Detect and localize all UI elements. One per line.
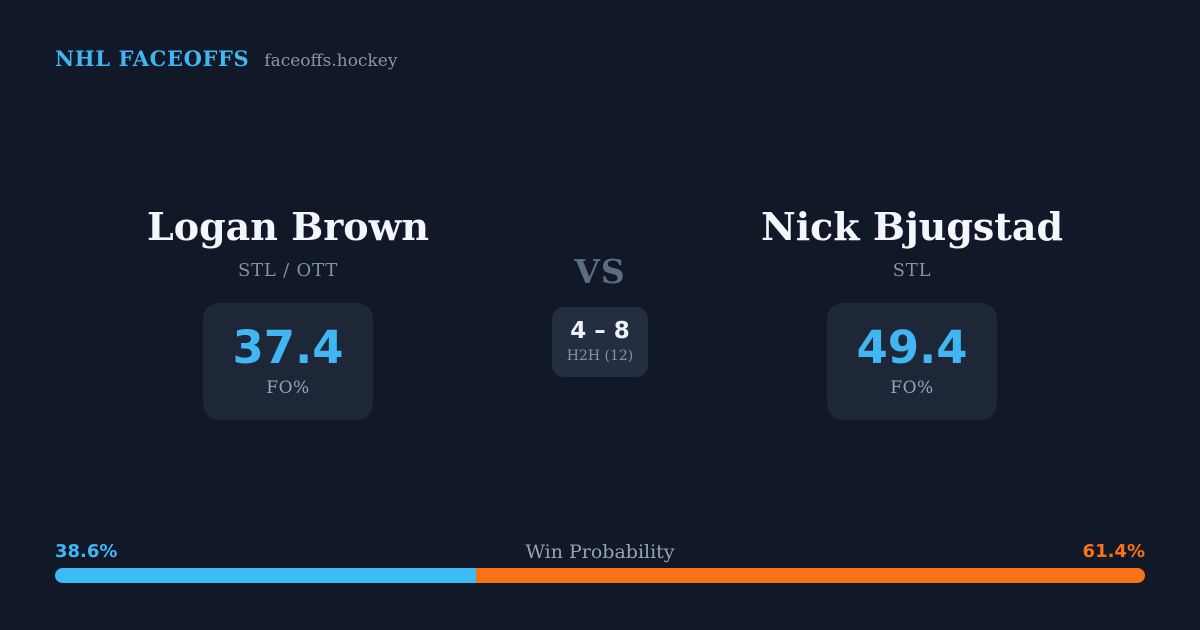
site-url: faceoffs.hockey [264,51,398,71]
player-right-teams: STL [892,259,932,281]
player-right-stat-card: 49.4 FO% [827,303,997,420]
win-prob-right-value: 61.4% [1082,541,1145,562]
vs-label: VS [574,252,626,291]
player-left-stat-card: 37.4 FO% [203,303,373,420]
win-bar-right-segment [475,568,1145,583]
win-prob-title: Win Probability [525,541,675,563]
player-right-fo-value: 49.4 [856,321,968,374]
player-left-name: Logan Brown [147,204,429,249]
h2h-score: 4 – 8 [570,318,630,344]
win-prob-left-value: 38.6% [55,541,118,562]
brand-title: NHL FACEOFFS [55,46,250,71]
player-right-name: Nick Bjugstad [760,204,1064,249]
player-left-teams: STL / OTT [237,259,339,281]
h2h-label: H2H (12) [566,348,634,364]
h2h-card: 4 – 8 H2H (12) [552,307,648,377]
player-left-column: Logan Brown STL / OTT [118,206,458,281]
player-right-column: Nick Bjugstad STL [742,206,1082,281]
win-bar-left-segment [55,568,476,583]
player-left-fo-label: FO% [266,378,310,398]
header: NHL FACEOFFS faceoffs.hockey [55,46,397,71]
player-left-fo-value: 37.4 [232,321,344,374]
win-probability-bar [55,568,1145,583]
player-right-fo-label: FO% [890,378,934,398]
